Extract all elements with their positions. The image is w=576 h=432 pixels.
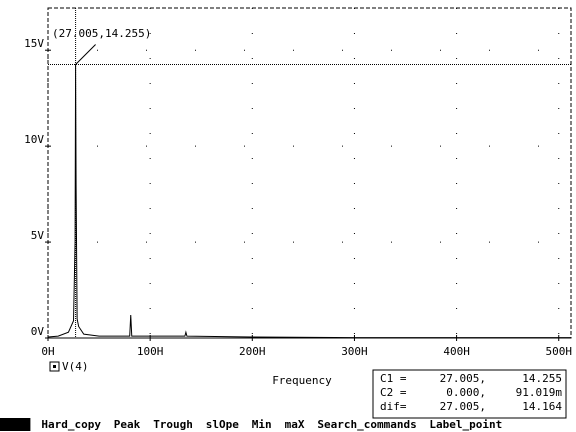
menu-item[interactable]: Hard_copy <box>41 418 101 431</box>
menu-item[interactable]: Search_commands <box>317 418 416 431</box>
x-tick-label: 100H <box>137 345 164 358</box>
cursor-row-x: 0.000, <box>446 386 486 399</box>
menu-item[interactable]: maX <box>285 418 305 431</box>
cursor-leader <box>75 44 96 65</box>
y-tick-label: 10V <box>24 133 44 146</box>
cursor-box <box>372 369 567 419</box>
x-axis-label: Frequency <box>272 374 332 387</box>
cursor-row-label: C1 = <box>380 372 407 385</box>
series-line <box>47 64 571 339</box>
menu-item[interactable]: slOpe <box>206 418 239 431</box>
legend-label: V(4) <box>62 360 89 373</box>
y-tick-label: 5V <box>31 229 45 242</box>
cursor-row-y: 14.164 <box>522 400 562 413</box>
menu-highlight <box>0 418 31 431</box>
legend-marker-dot <box>53 365 56 368</box>
x-tick-label: 0H <box>41 345 54 358</box>
plot-frame <box>47 7 572 339</box>
cursor-row-label: C2 = <box>380 386 407 399</box>
y-tick-label: 15V <box>24 37 44 50</box>
cursor-row-label: dif= <box>380 400 407 413</box>
cursor-row-x: 27.005, <box>440 372 486 385</box>
menu-item[interactable]: Trough <box>153 418 193 431</box>
legend-marker <box>49 361 60 372</box>
cursor-label: (27.005,14.255) <box>52 27 151 40</box>
menu-item[interactable]: Label_point <box>429 418 502 431</box>
x-tick-label: 300H <box>341 345 368 358</box>
cursor-row-x: 27.005, <box>440 400 486 413</box>
x-tick-label: 400H <box>443 345 470 358</box>
cursor-row-y: 91.019m <box>516 386 563 399</box>
x-tick-label: 200H <box>239 345 266 358</box>
menu-item[interactable]: Exit <box>2 418 29 431</box>
menu-item[interactable]: Peak <box>114 418 141 431</box>
y-tick-label: 0V <box>31 325 45 338</box>
menu-item[interactable]: Min <box>252 418 272 431</box>
cursor-row-y: 14.255 <box>522 372 562 385</box>
x-tick-label: 500H <box>545 345 572 358</box>
